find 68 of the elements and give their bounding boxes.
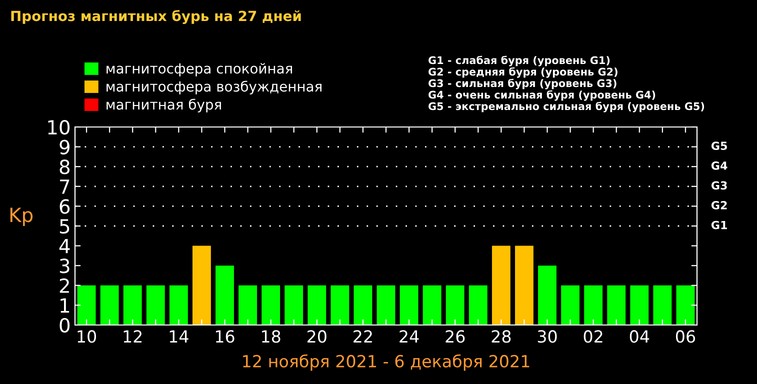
x-tick-label: 28: [492, 330, 511, 343]
chart-title: Прогноз магнитных бурь на 27 дней: [11, 10, 301, 24]
y-tick-label: 4: [59, 239, 70, 254]
y-tick-label: 2: [60, 278, 69, 293]
bar: [561, 285, 580, 325]
bar: [262, 285, 280, 325]
bar: [538, 266, 556, 325]
bar: [354, 285, 372, 325]
x-tick-label: 02: [584, 330, 602, 343]
bar: [653, 285, 672, 325]
bar: [330, 285, 350, 325]
bar: [376, 285, 396, 325]
bar: [284, 285, 304, 325]
text: G5 - экстремально сильная буря (уровень G5): [428, 102, 704, 112]
legend-label: магнитосфера спокойная: [106, 62, 292, 76]
bar: [515, 246, 534, 325]
x-tick-label: 26: [446, 330, 465, 343]
bar: [77, 285, 96, 325]
bar: [468, 285, 488, 325]
y-tick-label: 9: [60, 140, 70, 154]
bar: [446, 285, 464, 325]
x-tick-label: 14: [170, 330, 188, 343]
bar: [216, 266, 234, 325]
ref-line-label: G2: [711, 201, 727, 210]
bar: [676, 285, 695, 325]
x-tick-label: 10: [78, 330, 96, 343]
bar: [169, 285, 188, 325]
bar: [146, 285, 165, 325]
ref-line-label: G1: [711, 220, 727, 230]
x-tick-label: 22: [354, 330, 372, 343]
bar: [100, 285, 119, 325]
y-axis-title: Kp: [10, 208, 33, 226]
bar: [584, 285, 603, 325]
x-tick-label: 12: [124, 330, 142, 343]
y-tick-label: 3: [60, 258, 70, 274]
x-tick-label: 20: [308, 330, 326, 343]
x-tick-label: 24: [400, 330, 419, 343]
x-tick-label: 18: [262, 330, 280, 343]
ref-line-label: G5: [711, 142, 727, 150]
y-tick-label: 5: [60, 219, 70, 234]
text: G1 - слабая буря (уровень G1): [428, 56, 610, 66]
text: G2 - средняя буря (уровень G2): [428, 67, 618, 78]
ref-line-label: G4: [711, 161, 728, 170]
text: G4 - очень сильная буря (уровень G4): [428, 90, 656, 101]
x-tick-label: 04: [630, 330, 650, 343]
text: G3 - сильная буря (уровень G3): [428, 78, 616, 90]
ref-line-label: G3: [711, 181, 727, 190]
y-tick-label: 8: [60, 160, 70, 174]
x-axis-title: 12 ноября 2021 - 6 декабря 2021: [243, 354, 530, 371]
y-tick-label: 0: [60, 318, 70, 333]
x-tick-label: 30: [538, 330, 557, 343]
bar: [308, 285, 326, 325]
bar: [192, 246, 211, 325]
x-tick-label: 06: [676, 330, 696, 343]
bar: [123, 285, 142, 325]
bar: [400, 285, 418, 325]
y-tick-label: 10: [48, 120, 70, 135]
x-tick-label: 16: [216, 330, 234, 343]
y-tick-label: 6: [60, 199, 70, 214]
y-tick-label: 7: [60, 180, 70, 194]
bar: [492, 246, 510, 325]
legend-label: магнитная буря: [106, 98, 221, 112]
bar: [238, 285, 257, 325]
y-tick-label: 1: [60, 298, 70, 313]
bar: [607, 285, 626, 325]
legend-label: магнитосфера возбужденная: [106, 80, 322, 94]
bar: [422, 285, 442, 325]
bar: [630, 285, 649, 325]
